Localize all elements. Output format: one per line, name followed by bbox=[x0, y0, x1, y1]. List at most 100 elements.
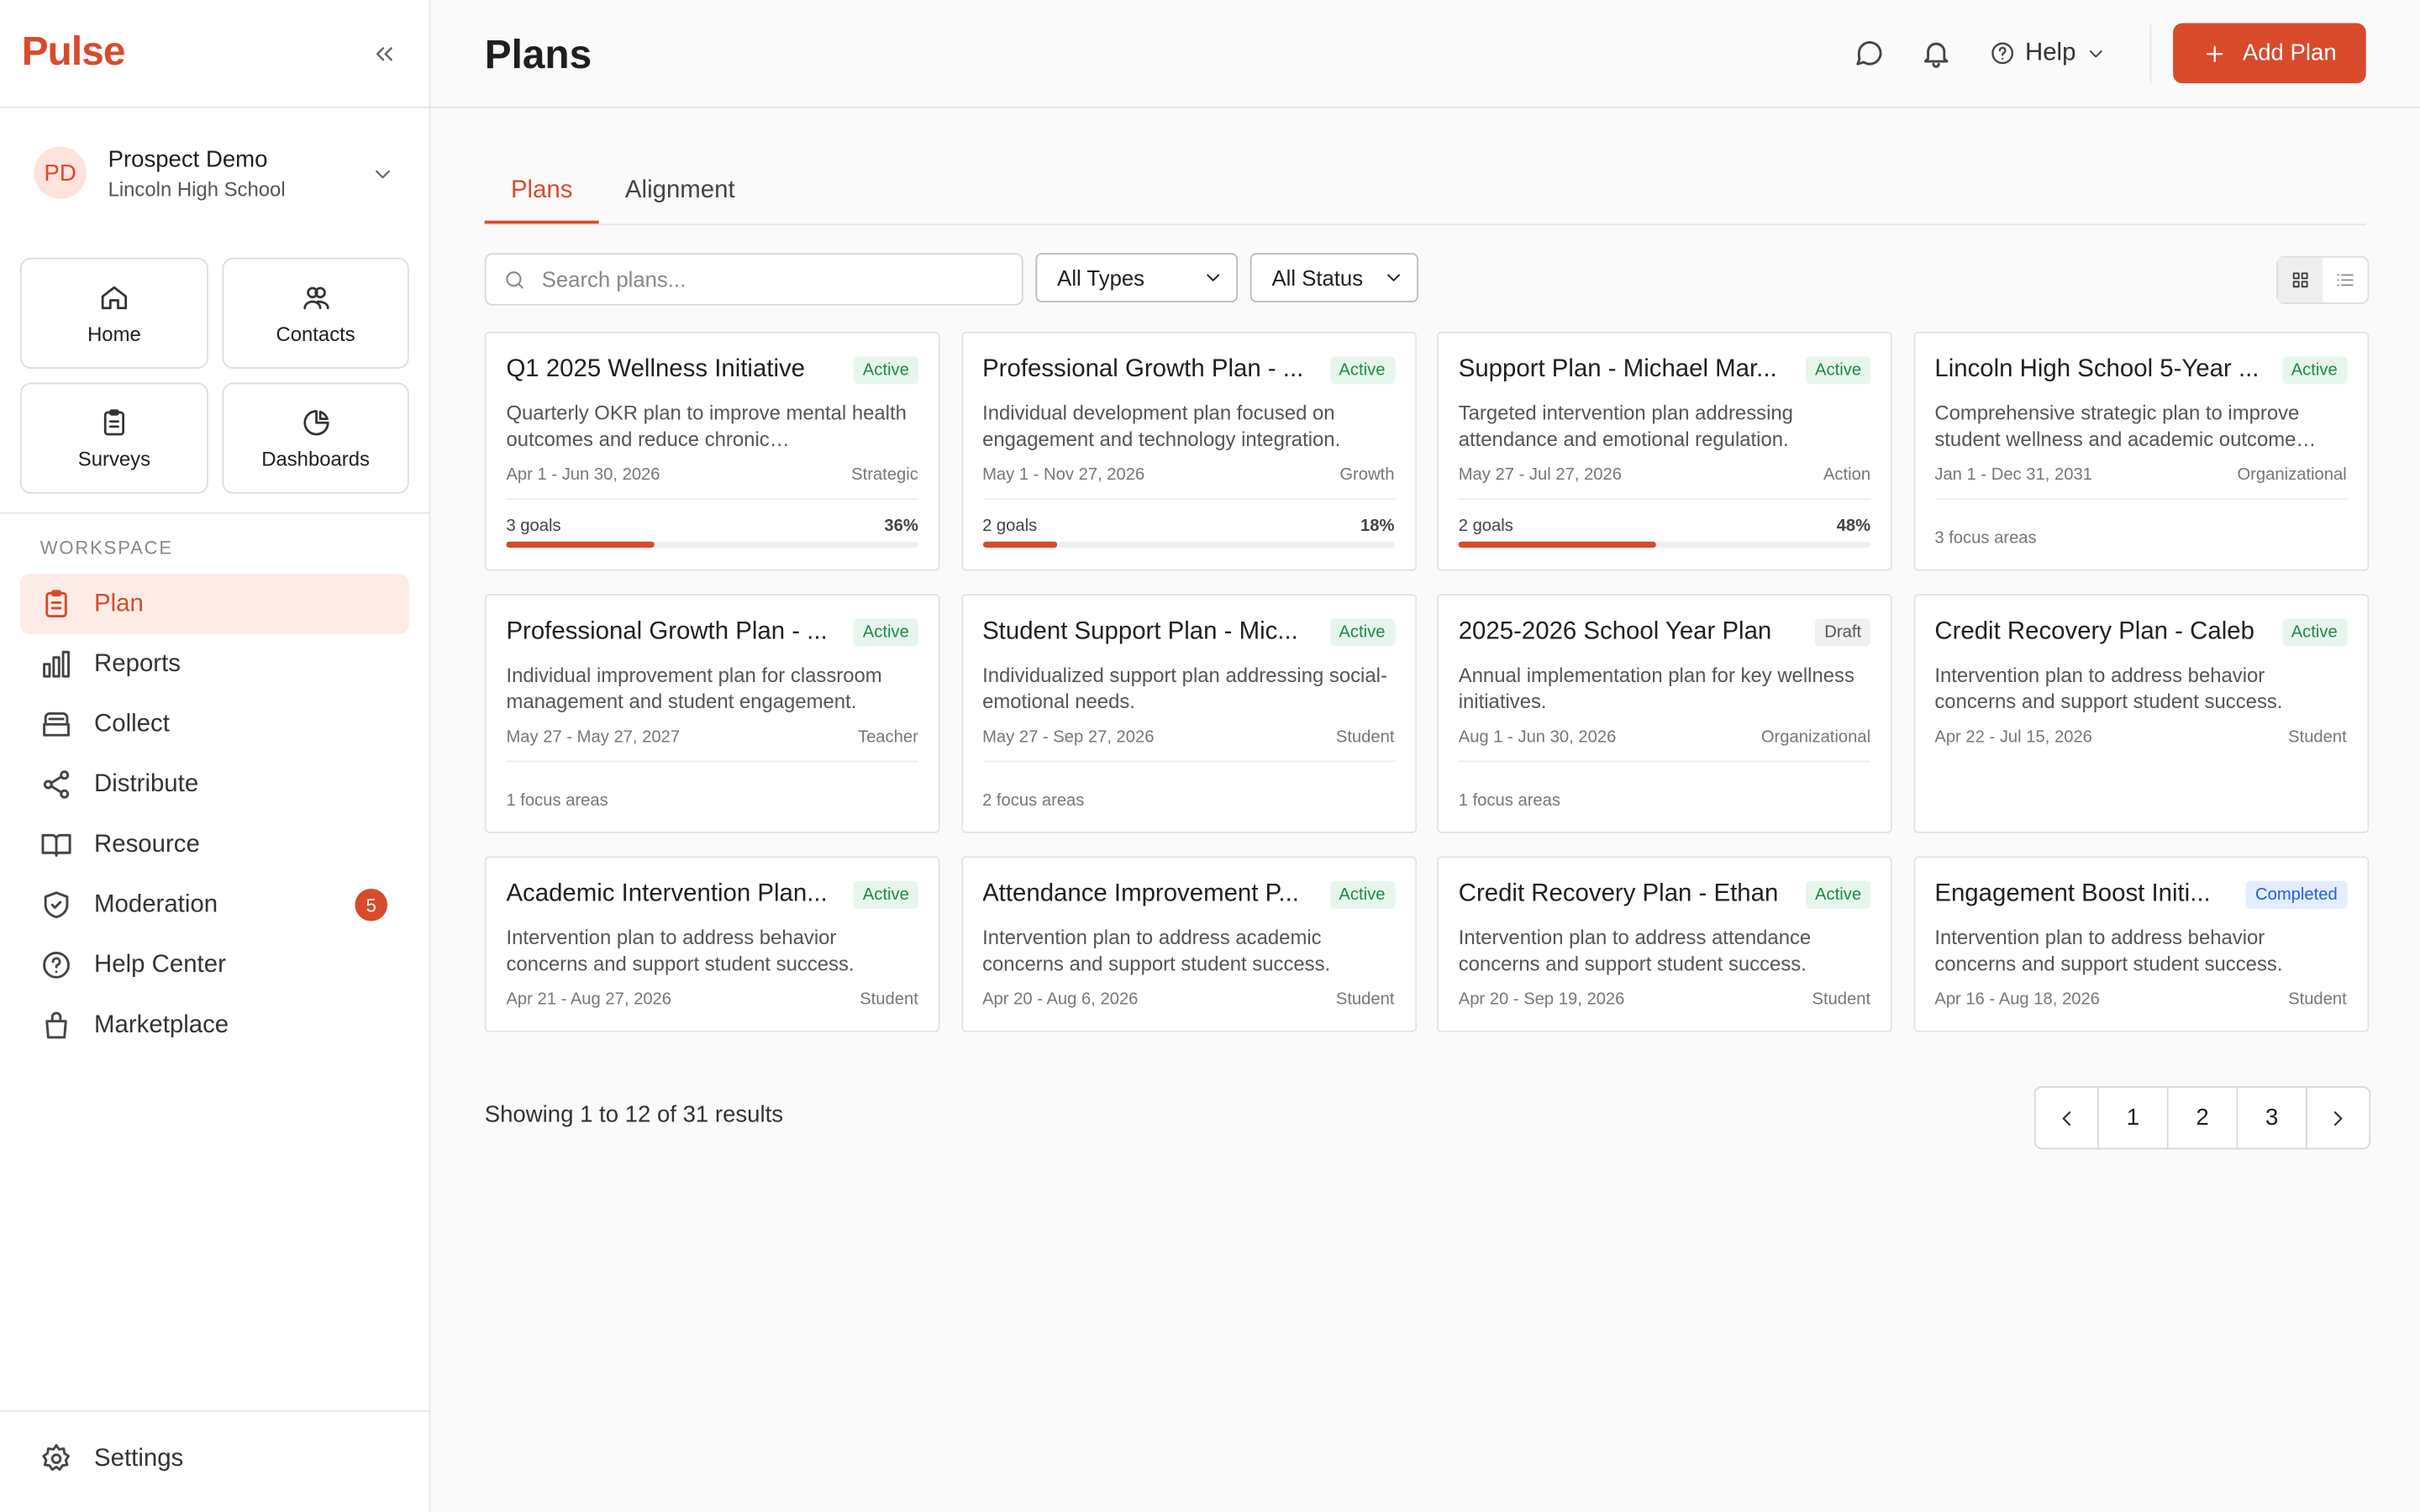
status-badge: Active bbox=[2281, 618, 2347, 647]
user-switcher[interactable]: PD Prospect Demo Lincoln High School bbox=[34, 146, 404, 202]
date-range: Jan 1 - Dec 31, 2031 bbox=[1934, 465, 2092, 485]
plan-card[interactable]: Attendance Improvement P... Active Interve… bbox=[960, 856, 1417, 1032]
card-meta: Apr 16 - Aug 18, 2026 Student bbox=[1934, 990, 2346, 1009]
filter-select[interactable]: All Types bbox=[1035, 253, 1239, 303]
nav-label: Resource bbox=[94, 831, 200, 858]
goals-count: 2 goals bbox=[982, 517, 1038, 536]
card-header: Lincoln High School 5-Year ... Active bbox=[1934, 354, 2347, 387]
plan-card[interactable]: Credit Recovery Plan - Ethan Active Interv… bbox=[1437, 856, 1892, 1032]
divider bbox=[1458, 760, 1871, 763]
quick-link-label: Home bbox=[87, 321, 141, 345]
quick-link[interactable]: Contacts bbox=[222, 257, 409, 369]
card-title: Q1 2025 Wellness Initiative bbox=[506, 356, 806, 383]
messages-button[interactable] bbox=[1854, 37, 1886, 70]
plan-card[interactable]: Student Support Plan - Mic... Active Indiv… bbox=[960, 594, 1417, 833]
plan-card[interactable]: Engagement Boost Initi... Completed Interv… bbox=[1912, 856, 2369, 1032]
focus-areas: 2 focus areas bbox=[982, 791, 1085, 811]
nav-item[interactable]: Reports bbox=[20, 634, 409, 695]
page-button[interactable]: 3 bbox=[2236, 1087, 2306, 1148]
card-title: Support Plan - Michael Mar... bbox=[1458, 356, 1777, 383]
quick-link[interactable]: Surveys bbox=[19, 382, 208, 494]
search-input[interactable]: Search plans... bbox=[484, 253, 1023, 306]
icon bbox=[101, 285, 128, 309]
divider bbox=[982, 760, 1395, 763]
plan-card[interactable]: Credit Recovery Plan - Caleb Active Interv… bbox=[1912, 594, 2369, 833]
divider bbox=[0, 512, 429, 514]
nav-item[interactable]: Help Center bbox=[20, 935, 409, 995]
card-meta: Aug 1 - Jun 30, 2026 Organizational bbox=[1459, 728, 1870, 747]
icon bbox=[42, 1444, 70, 1471]
plan-card[interactable]: Professional Growth Plan - ... Active Indi… bbox=[960, 331, 1417, 571]
nav-item[interactable]: Marketplace bbox=[20, 995, 409, 1056]
icon bbox=[2333, 1110, 2343, 1126]
nav-label: Distribute bbox=[94, 770, 199, 797]
chevron bbox=[371, 162, 395, 195]
status-badge: Active bbox=[1329, 618, 1395, 647]
nav-item[interactable]: Moderation 5 bbox=[20, 874, 409, 935]
quick-link-label: Dashboards bbox=[261, 446, 370, 470]
icon bbox=[1991, 42, 2014, 65]
card-header: Student Support Plan - Mic... Active bbox=[982, 616, 1395, 649]
grid-view[interactable] bbox=[2278, 257, 2323, 303]
quick-link[interactable]: Dashboards bbox=[222, 382, 409, 494]
nav-item[interactable]: Resource bbox=[20, 815, 409, 875]
page-button[interactable]: 1 bbox=[2097, 1087, 2167, 1148]
card-meta: Apr 1 - Jun 30, 2026 Strategic bbox=[506, 466, 918, 485]
icon bbox=[1924, 42, 1949, 68]
collapse-button[interactable] bbox=[371, 40, 398, 76]
prev-page[interactable] bbox=[2036, 1088, 2097, 1148]
user-org: Lincoln High School bbox=[108, 177, 286, 201]
notifications-button[interactable] bbox=[1920, 37, 1953, 70]
plan-card[interactable]: Support Plan - Michael Mar... Active Targe… bbox=[1437, 331, 1892, 571]
plan-type: Student bbox=[860, 990, 918, 1010]
card-meta: Apr 21 - Aug 27, 2026 Student bbox=[506, 990, 918, 1009]
icon bbox=[45, 1011, 67, 1039]
quick-link[interactable]: Home bbox=[19, 257, 208, 369]
avatar: PD bbox=[34, 146, 87, 199]
plan-type: Student bbox=[2288, 990, 2347, 1010]
plan-card[interactable]: Lincoln High School 5-Year ... Active Comp… bbox=[1912, 331, 2369, 571]
plan-card[interactable]: Professional Growth Plan - ... Active Indi… bbox=[484, 594, 940, 833]
brand[interactable]: Pulse bbox=[21, 28, 126, 75]
card-description: Individual development plan focused on e… bbox=[982, 401, 1341, 451]
card-description: Quarterly OKR plan to improve mental hea… bbox=[506, 401, 907, 451]
add-plan-button[interactable]: Add Plan bbox=[2173, 23, 2366, 84]
card-description: Intervention plan to address behavior co… bbox=[1934, 926, 2283, 975]
tab[interactable]: Plans bbox=[484, 164, 599, 224]
plan-type: Growth bbox=[1339, 465, 1395, 485]
progress-label: 36% bbox=[884, 517, 918, 536]
list-view[interactable] bbox=[2323, 258, 2367, 302]
card-title: Student Support Plan - Mic... bbox=[982, 618, 1298, 645]
card-description: Targeted intervention plan addressing at… bbox=[1458, 401, 1793, 451]
card-description: Intervention plan to address behavior co… bbox=[506, 926, 855, 975]
plan-card[interactable]: Q1 2025 Wellness Initiative Active Quarter… bbox=[484, 331, 940, 571]
nav-item[interactable]: Collect bbox=[20, 695, 409, 755]
filter-select[interactable]: All Status bbox=[1249, 253, 1418, 303]
nav-item[interactable]: Plan bbox=[19, 574, 409, 634]
card-header: Credit Recovery Plan - Ethan Active bbox=[1459, 878, 1871, 911]
progress-track bbox=[1458, 541, 1871, 549]
nav-item[interactable]: Distribute bbox=[20, 754, 409, 815]
icon bbox=[376, 170, 390, 179]
page-button[interactable]: 2 bbox=[2166, 1087, 2237, 1148]
next-page[interactable] bbox=[2306, 1087, 2369, 1148]
plan-type: Teacher bbox=[857, 727, 918, 747]
help-menu[interactable]: Help bbox=[1990, 39, 2107, 67]
tab[interactable]: Alignment bbox=[624, 177, 735, 204]
card-meta: Jan 1 - Dec 31, 2031 Organizational bbox=[1934, 466, 2346, 485]
header-actions: Help Add Plan bbox=[1854, 23, 2366, 84]
settings[interactable]: Settings bbox=[40, 1442, 183, 1475]
nav: Plan Reports Collect Distribute Resource Mode… bbox=[19, 574, 409, 1056]
goals-count: 3 goals bbox=[506, 517, 561, 536]
icon bbox=[41, 833, 71, 857]
card-header: Academic Intervention Plan... Active bbox=[506, 878, 918, 911]
icon bbox=[1387, 274, 1400, 281]
card-header: Attendance Improvement P... Active bbox=[982, 878, 1395, 911]
card-meta: May 1 - Nov 27, 2026 Growth bbox=[982, 466, 1394, 485]
icon bbox=[2089, 50, 2102, 57]
plan-card[interactable]: Academic Intervention Plan... Active Inter… bbox=[484, 856, 940, 1032]
plan-card[interactable]: 2025-2026 School Year Plan Draft Annual im… bbox=[1437, 594, 1892, 833]
count-badge: 5 bbox=[355, 888, 388, 921]
icon bbox=[43, 951, 70, 979]
